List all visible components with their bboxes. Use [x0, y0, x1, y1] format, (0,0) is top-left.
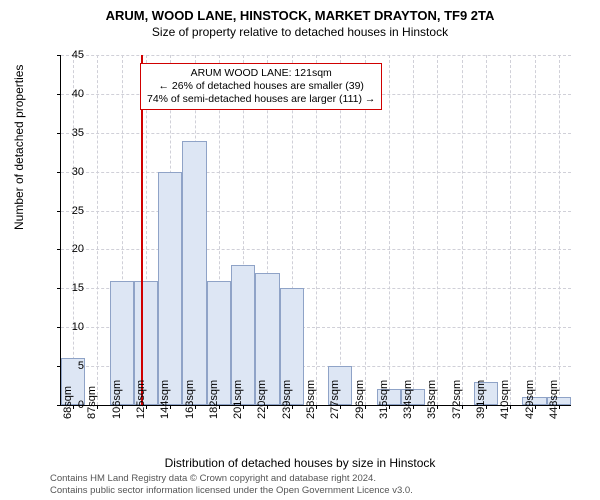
- gridline-v: [510, 55, 511, 405]
- chart-title: ARUM, WOOD LANE, HINSTOCK, MARKET DRAYTO…: [0, 0, 600, 23]
- histogram-bar: [182, 141, 206, 405]
- gridline-v: [389, 55, 390, 405]
- ytick-label: 30: [54, 166, 84, 178]
- gridline-v: [462, 55, 463, 405]
- gridline-v: [559, 55, 560, 405]
- ytick-label: 25: [54, 205, 84, 217]
- ytick-label: 10: [54, 321, 84, 333]
- footer-attribution: Contains HM Land Registry data © Crown c…: [50, 473, 413, 496]
- annotation-line2: ← 26% of detached houses are smaller (39…: [147, 80, 375, 93]
- ytick-label: 45: [54, 49, 84, 61]
- annotation-line1: ARUM WOOD LANE: 121sqm: [147, 67, 375, 80]
- x-axis-label: Distribution of detached houses by size …: [0, 456, 600, 470]
- ytick-label: 15: [54, 282, 84, 294]
- gridline-v: [486, 55, 487, 405]
- gridline-v: [73, 55, 74, 405]
- chart-subtitle: Size of property relative to detached ho…: [0, 23, 600, 39]
- ytick-label: 35: [54, 127, 84, 139]
- footer-line2: Contains public sector information licen…: [50, 485, 413, 496]
- annotation-line3: 74% of semi-detached houses are larger (…: [147, 93, 375, 106]
- y-axis-label: Number of detached properties: [12, 65, 26, 230]
- histogram-bar: [158, 172, 182, 405]
- ytick-label: 40: [54, 88, 84, 100]
- gridline-v: [535, 55, 536, 405]
- chart-plot-area: ARUM WOOD LANE: 121sqm ← 26% of detached…: [60, 55, 570, 405]
- ytick-label: 20: [54, 243, 84, 255]
- ytick-label: 5: [54, 360, 84, 372]
- footer-line1: Contains HM Land Registry data © Crown c…: [50, 473, 413, 484]
- gridline-v: [413, 55, 414, 405]
- annotation-box: ARUM WOOD LANE: 121sqm ← 26% of detached…: [140, 63, 382, 110]
- gridline-v: [437, 55, 438, 405]
- gridline-v: [97, 55, 98, 405]
